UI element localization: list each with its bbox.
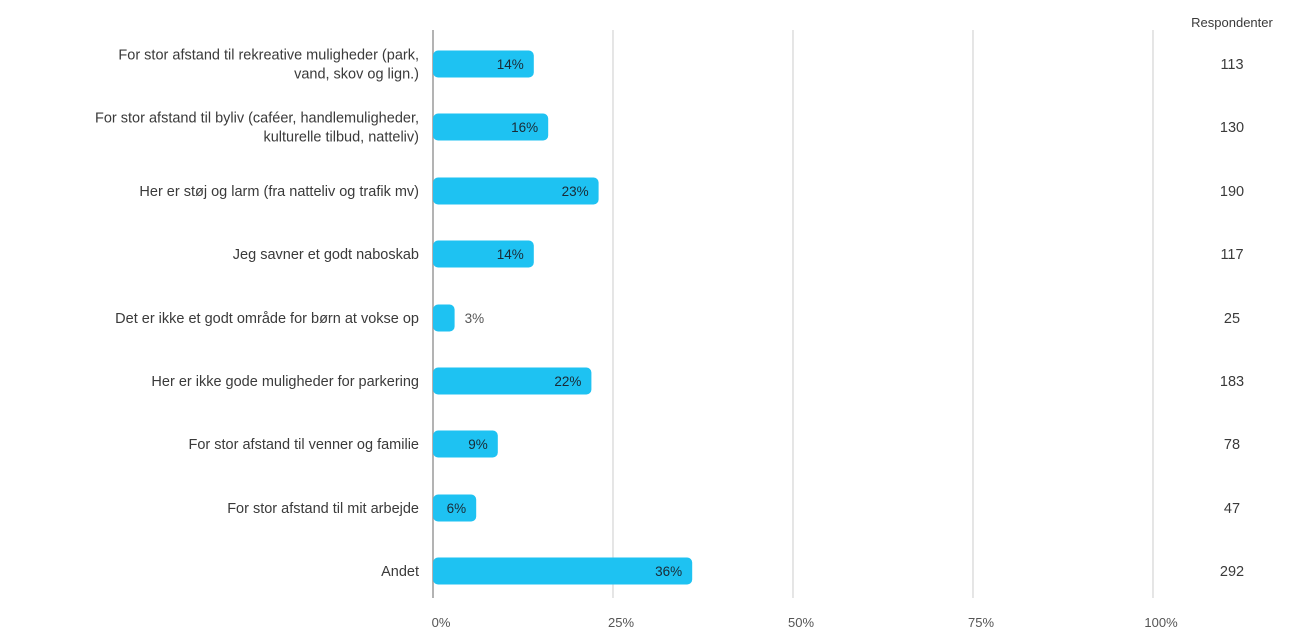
bar bbox=[433, 50, 534, 78]
data-label: 23% bbox=[562, 184, 589, 199]
bar bbox=[433, 304, 455, 332]
category-label: For stor afstand til rekreative mulighed… bbox=[118, 48, 419, 64]
bar bbox=[433, 367, 592, 395]
x-tick-label: 75% bbox=[968, 615, 994, 630]
data-label: 14% bbox=[497, 247, 524, 262]
bars: 14% 16% 23% 14% 3% 22% 9% 6% 36% bbox=[433, 50, 693, 585]
respondent-count: 47 bbox=[1224, 501, 1240, 517]
data-label: 14% bbox=[497, 57, 524, 72]
x-axis-ticks: 0% 25% 50% 75% 100% bbox=[432, 615, 1178, 630]
bar bbox=[433, 557, 693, 585]
respondent-count: 117 bbox=[1220, 247, 1243, 263]
category-label: Det er ikke et godt område for børn at v… bbox=[115, 311, 419, 327]
category-labels: For stor afstand til rekreative mulighed… bbox=[95, 48, 419, 581]
respondent-count: 113 bbox=[1220, 57, 1243, 73]
category-label: vand, skov og lign.) bbox=[294, 67, 419, 83]
x-tick-label: 100% bbox=[1144, 615, 1178, 630]
respondent-count: 25 bbox=[1224, 311, 1240, 327]
data-label: 6% bbox=[447, 501, 467, 516]
data-label: 9% bbox=[468, 437, 488, 452]
category-label: For stor afstand til byliv (caféer, hand… bbox=[95, 111, 419, 127]
data-label: 36% bbox=[655, 564, 682, 579]
data-label: 16% bbox=[511, 120, 538, 135]
x-tick-label: 50% bbox=[788, 615, 814, 630]
x-tick-label: 25% bbox=[608, 615, 634, 630]
respondent-count: 183 bbox=[1220, 374, 1244, 390]
data-label: 22% bbox=[554, 374, 581, 389]
respondent-count: 292 bbox=[1220, 564, 1244, 580]
respondents-column: Respondenter 113 130 190 117 25 183 78 47 292 bbox=[1191, 15, 1273, 580]
x-tick-label: 0% bbox=[432, 615, 451, 630]
category-label: kulturelle tilbud, natteliv) bbox=[263, 130, 419, 146]
respondent-count: 130 bbox=[1220, 120, 1244, 136]
respondent-count: 78 bbox=[1224, 437, 1240, 453]
bar bbox=[433, 240, 534, 268]
category-label: Andet bbox=[381, 564, 419, 580]
respondent-count: 190 bbox=[1220, 184, 1244, 200]
respondents-header: Respondenter bbox=[1191, 15, 1273, 30]
bar bbox=[433, 430, 498, 458]
bar bbox=[433, 177, 599, 205]
category-label: Her er ikke gode muligheder for parkerin… bbox=[151, 374, 419, 390]
category-label: Her er støj og larm (fra natteliv og tra… bbox=[139, 184, 419, 200]
category-label: For stor afstand til mit arbejde bbox=[227, 501, 419, 517]
bar bbox=[433, 113, 549, 141]
category-label: Jeg savner et godt naboskab bbox=[233, 247, 419, 263]
data-label: 3% bbox=[465, 311, 485, 326]
bar bbox=[433, 494, 477, 522]
category-label: For stor afstand til venner og familie bbox=[189, 437, 420, 453]
